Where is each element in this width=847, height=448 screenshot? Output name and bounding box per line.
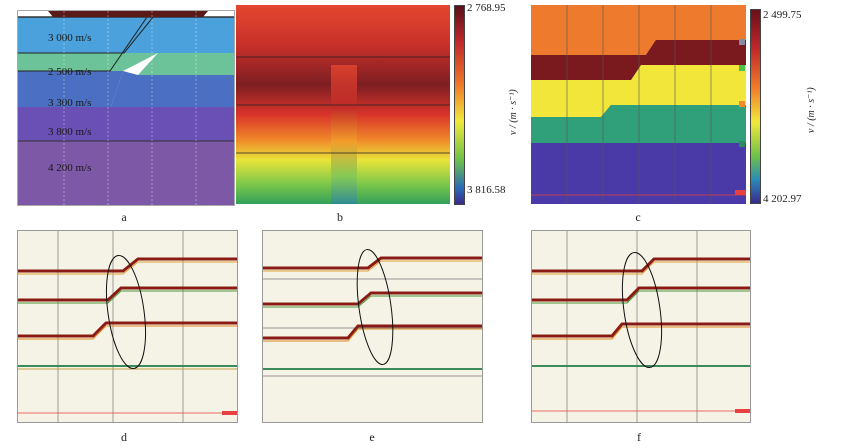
label-c: c [635, 210, 641, 224]
panel-a-velocity-model: 3 000 m/s 2 500 m/s 3 300 m/s 3 800 m/s … [17, 10, 235, 206]
layer-label-1: 3 000 m/s [48, 32, 91, 44]
colorbar-c-unit: v / (m · s⁻¹) [806, 87, 817, 133]
colorbar-b [454, 5, 465, 205]
panel-e-seismic-section [262, 230, 483, 423]
layer-5 [18, 141, 234, 205]
label-b: b [337, 210, 343, 224]
layer-label-5: 4 200 m/s [48, 162, 91, 174]
layer-label-3: 3 300 m/s [48, 97, 91, 109]
layer-2-right [138, 53, 234, 75]
panel-a-svg: 3 000 m/s 2 500 m/s 3 300 m/s 3 800 m/s … [18, 11, 234, 205]
colorbar-c-min: 4 202.97 [763, 193, 802, 205]
panel-e-svg [263, 249, 482, 377]
label-e: e [369, 430, 375, 444]
panel-f-seismic-section [531, 230, 751, 423]
label-f: f [637, 430, 641, 444]
panel-d-svg [18, 231, 237, 422]
panel-b-smooth-model [236, 5, 450, 204]
colorbar-b-unit: v / (m · s⁻¹) [508, 89, 519, 135]
colorbar-c-max: 2 499.75 [763, 9, 802, 21]
colorbar-b-min: 3 816.58 [467, 184, 506, 196]
layer-label-2: 2 500 m/s [48, 66, 91, 78]
layer-3-right [108, 71, 234, 115]
layer-3-left [18, 71, 123, 115]
layer-label-4: 3 800 m/s [48, 126, 91, 138]
panel-c-inverted-model [531, 5, 746, 204]
panel-c-svg [531, 5, 746, 204]
layer-2-left [18, 53, 158, 71]
panel-f-svg [532, 231, 750, 422]
label-a: a [121, 210, 127, 224]
colorbar-c [750, 9, 761, 204]
colorbar-b-max: 2 768.95 [467, 2, 506, 14]
label-d: d [121, 430, 127, 444]
source-bar [48, 11, 208, 17]
panel-d-seismic-section [17, 230, 238, 423]
panel-b-svg [236, 5, 450, 204]
layer-4 [18, 107, 234, 141]
